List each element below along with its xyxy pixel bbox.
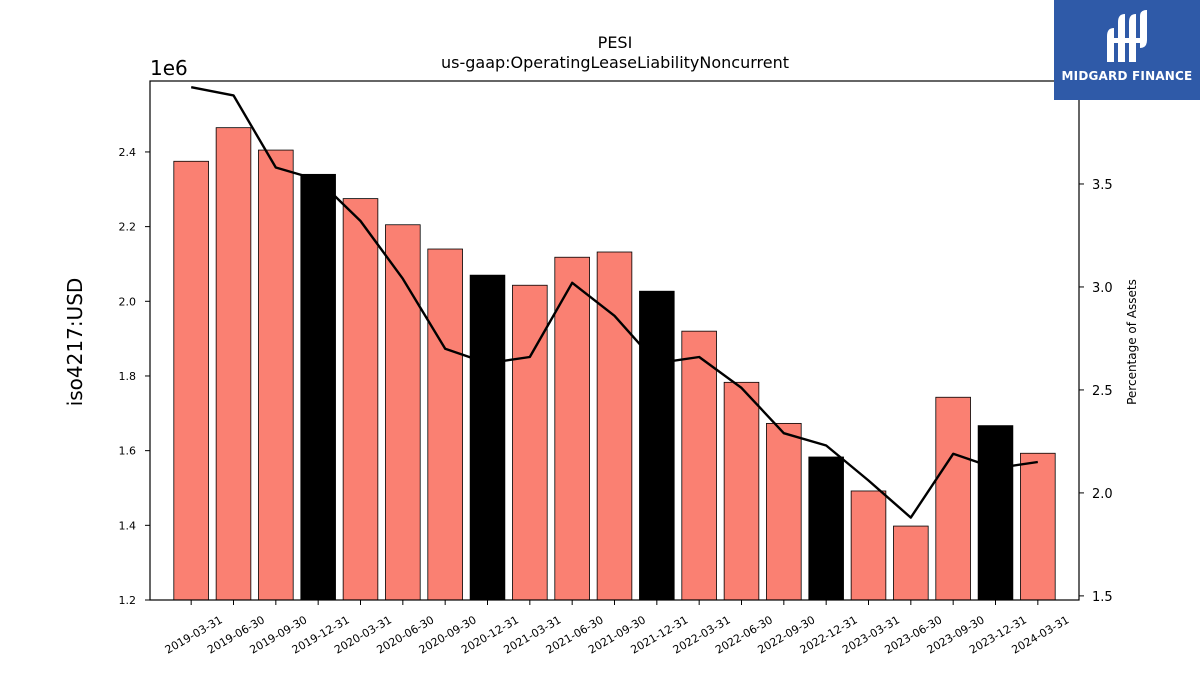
y2-tick-label: 2.5 xyxy=(1092,384,1113,399)
bar xyxy=(935,396,971,601)
brand-logo: MIDGARD FINANCE xyxy=(1054,0,1200,100)
bar xyxy=(596,251,633,601)
series-line xyxy=(190,86,1038,519)
bar xyxy=(977,425,1014,601)
brand-mark-icon xyxy=(1107,10,1147,62)
y2-axis-label: Percentage of Assets xyxy=(1125,279,1139,405)
y-tick-label: 1.4 xyxy=(119,519,137,532)
y-tick-label: 2.2 xyxy=(119,221,137,234)
y2-tick-label: 3.0 xyxy=(1092,281,1113,296)
y-multiplier: 1e6 xyxy=(150,56,188,80)
bar xyxy=(766,422,802,601)
y-tick-label: 1.2 xyxy=(119,594,137,607)
bar xyxy=(850,490,887,601)
y2-tick-label: 3.5 xyxy=(1092,178,1113,193)
bar xyxy=(639,290,675,601)
bar xyxy=(427,248,463,601)
bar xyxy=(215,127,252,601)
chart-subtitle: us-gaap:OperatingLeaseLiabilityNoncurren… xyxy=(441,53,789,72)
brand-logo-text: MIDGARD FINANCE xyxy=(1061,69,1193,83)
bar xyxy=(173,160,209,601)
bar xyxy=(385,224,421,601)
bar xyxy=(300,173,336,601)
bar xyxy=(808,456,844,601)
chart-title: PESI xyxy=(598,33,633,52)
bar xyxy=(554,256,590,601)
y-axis-label: iso4217:USD xyxy=(63,278,87,407)
y-tick-label: 1.8 xyxy=(119,370,137,383)
bar xyxy=(342,198,379,601)
y2-tick-label: 2.0 xyxy=(1092,487,1113,502)
bar xyxy=(469,274,506,601)
bar xyxy=(681,330,717,601)
bar xyxy=(723,381,760,601)
y2-tick-label: 1.5 xyxy=(1092,590,1113,605)
y-tick-label: 2.0 xyxy=(119,295,137,308)
bar xyxy=(258,149,294,601)
bar xyxy=(1020,452,1056,601)
y-tick-label: 1.6 xyxy=(119,445,137,458)
y-tick-label: 2.4 xyxy=(119,146,137,159)
bar xyxy=(893,525,929,601)
bar xyxy=(512,284,548,601)
